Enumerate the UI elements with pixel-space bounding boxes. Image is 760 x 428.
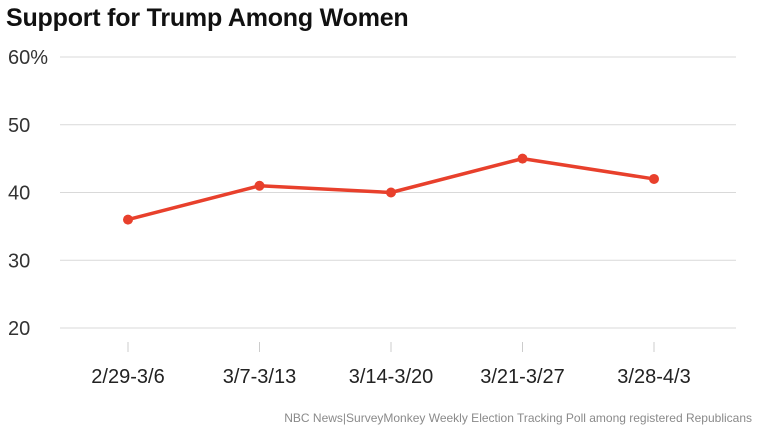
x-tick-label: 3/7-3/13 (223, 366, 296, 388)
x-tick-label: 2/29-3/6 (91, 366, 164, 388)
data-point (254, 180, 265, 191)
data-point (123, 214, 133, 225)
series (123, 153, 659, 225)
data-point (517, 153, 528, 164)
source-note: NBC News|SurveyMonkey Weekly Election Tr… (284, 411, 752, 425)
y-tick-label: 50 (8, 115, 30, 137)
y-axis-ticks: 20 30 40 50 60% (8, 47, 48, 340)
y-tick-label: 60% (8, 47, 48, 69)
chart-title: Support for Trump Among Women (6, 4, 409, 32)
x-tick-label: 3/21-3/27 (480, 366, 565, 388)
data-point (386, 187, 396, 198)
y-tick-label: 20 (8, 318, 30, 340)
y-tick-label: 40 (8, 183, 30, 205)
x-axis-ticks: 2/29-3/6 3/7-3/13 3/14-3/20 3/21-3/27 3/28-4… (91, 342, 691, 388)
x-tick-label: 3/14-3/20 (349, 366, 434, 388)
x-tick-label: 3/28-4/3 (617, 366, 690, 388)
data-point (649, 173, 659, 184)
y-tick-label: 30 (8, 250, 30, 272)
